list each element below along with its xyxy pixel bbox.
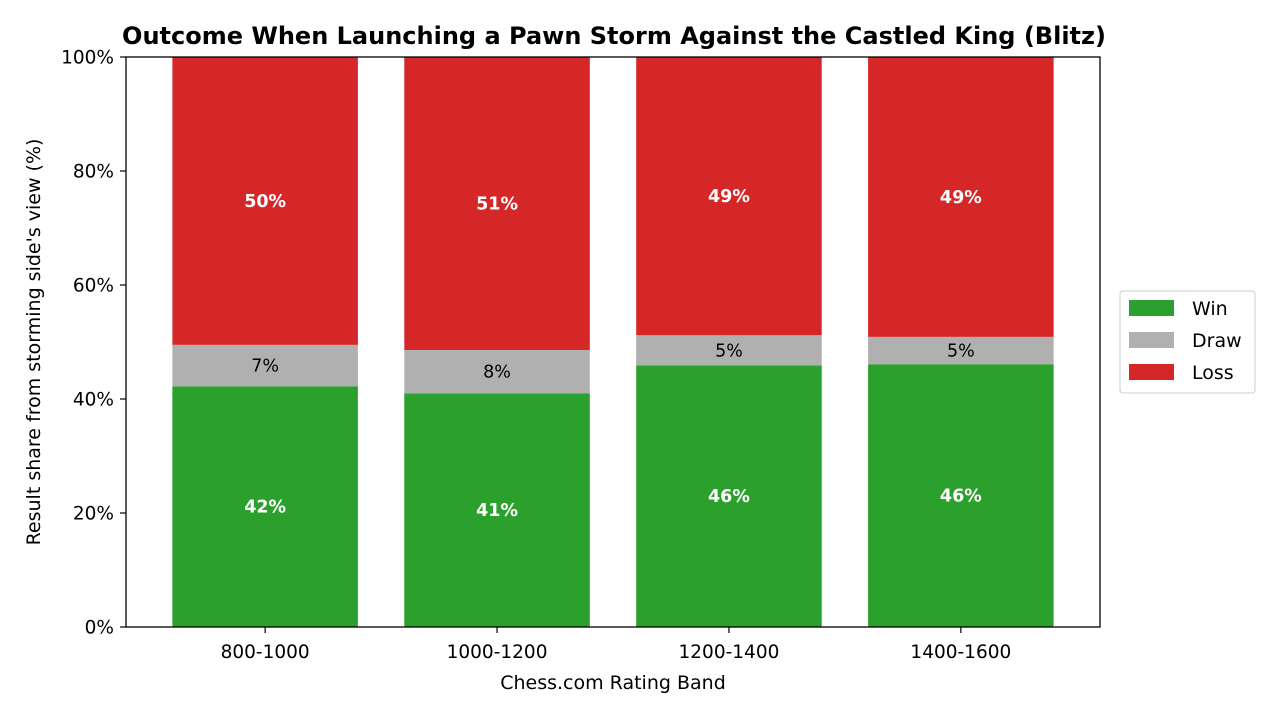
bars-layer	[172, 57, 1054, 627]
data-label-draw-2: 8%	[483, 363, 511, 383]
x-tick-label: 1400-1600	[910, 642, 1011, 663]
data-label-draw-4: 5%	[947, 342, 975, 362]
bar-win-1	[172, 386, 358, 627]
data-label-loss-3: 49%	[708, 187, 750, 207]
legend-label-win: Win	[1192, 298, 1228, 320]
x-tick-label: 1000-1200	[447, 642, 548, 663]
y-tick-label: 100%	[61, 48, 114, 69]
data-label-draw-1: 7%	[251, 357, 279, 377]
x-tick-label: 1200-1400	[679, 642, 780, 663]
x-tick-label: 800-1000	[221, 642, 310, 663]
data-label-win-4: 46%	[940, 487, 982, 507]
chart-title: Outcome When Launching a Pawn Storm Agai…	[122, 22, 1106, 50]
y-tick-label: 0%	[85, 618, 114, 639]
legend-swatch-loss	[1129, 364, 1174, 380]
y-axis-label: Result share from storming side's view (…	[23, 139, 45, 546]
data-label-loss-1: 50%	[244, 192, 286, 212]
axes-layer: 0% 20% 40% 60% 80% 100% 800-1000 1000-1200 1200-…	[61, 48, 1101, 663]
bar-loss-4	[868, 57, 1054, 337]
bar-win-3	[636, 365, 822, 627]
y-tick-label: 40%	[73, 390, 114, 411]
bar-win-4	[868, 364, 1054, 627]
y-tick-label: 80%	[73, 162, 114, 183]
y-tick-label: 20%	[73, 504, 114, 525]
legend-label-loss: Loss	[1192, 362, 1234, 384]
bar-win-2	[404, 393, 590, 627]
bar-loss-2	[404, 57, 590, 350]
data-label-loss-4: 49%	[940, 188, 982, 208]
data-labels-layer: 42% 7% 50% 41% 8% 51% 46% 5% 49% 46% 5% 49%	[244, 187, 982, 521]
bar-draw-2	[404, 349, 590, 394]
bar-draw-4	[868, 336, 1054, 365]
bar-loss-3	[636, 57, 822, 336]
legend: Win Draw Loss	[1119, 290, 1256, 394]
bar-loss-1	[172, 57, 358, 345]
data-label-draw-3: 5%	[715, 341, 743, 361]
bar-draw-1	[172, 344, 358, 387]
data-label-loss-2: 51%	[476, 194, 518, 214]
x-axis-label: Chess.com Rating Band	[500, 672, 726, 694]
legend-label-draw: Draw	[1192, 330, 1242, 352]
data-label-win-3: 46%	[708, 487, 750, 507]
legend-swatch-win	[1129, 300, 1174, 316]
plot-frame	[125, 56, 1101, 628]
data-label-win-2: 41%	[476, 501, 518, 521]
legend-swatch-draw	[1129, 332, 1174, 348]
y-tick-label: 60%	[73, 276, 114, 297]
data-label-win-1: 42%	[244, 498, 286, 518]
bar-draw-3	[636, 335, 822, 366]
